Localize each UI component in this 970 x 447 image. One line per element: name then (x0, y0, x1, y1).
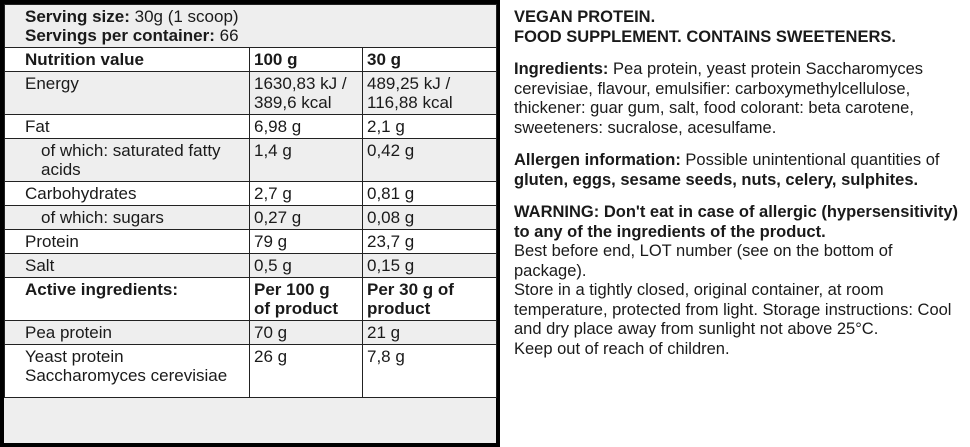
active-header-label: Active ingredients: (4, 277, 250, 321)
sat-fat-label-1: of which: saturated fatty (41, 141, 221, 160)
active-col2-line1: Per 30 g of (367, 280, 454, 299)
sat-fat-col2: 0,42 g (362, 138, 497, 182)
allergen-paragraph: Allergen information: Possible unintenti… (514, 151, 966, 190)
title-line-2: FOOD SUPPLEMENT. CONTAINS SWEETENERS. (514, 27, 896, 46)
nutrition-table: Serving size: 30g (1 scoop) Servings per… (4, 4, 497, 398)
serving-info-row: Serving size: 30g (1 scoop) Servings per… (4, 4, 497, 48)
table-row: Salt 0,5 g 0,15 g (4, 253, 497, 278)
salt-label: Salt (4, 253, 250, 278)
product-info: VEGAN PROTEIN. FOOD SUPPLEMENT. CONTAINS… (514, 8, 966, 359)
active-col1-line1: Per 100 g (254, 280, 330, 299)
serving-size-value: 30g (1 scoop) (134, 7, 239, 26)
serving-size-label: Serving size: (25, 7, 130, 26)
table-header-row: Nutrition value 100 g 30 g (4, 47, 497, 72)
pea-col2: 21 g (362, 320, 497, 345)
storage-text: Store in a tightly closed, original cont… (514, 281, 952, 338)
sugars-label: of which: sugars (4, 205, 250, 230)
servings-label: Servings per container: (25, 26, 215, 45)
table-row: of which: saturated fatty acids 1,4 g 0,4… (4, 138, 497, 182)
energy-col2-kcal: 116,88 kcal (367, 93, 453, 112)
fat-label: Fat (4, 114, 250, 139)
protein-col1: 79 g (249, 229, 363, 254)
header-col2: 30 g (362, 47, 497, 72)
yeast-col2: 7,8 g (362, 344, 497, 398)
fat-col2: 2,1 g (362, 114, 497, 139)
best-before-text: Best before end, LOT number (see on the … (514, 242, 893, 280)
active-header-row: Active ingredients: Per 100 g of product … (4, 277, 497, 321)
table-row: Protein 79 g 23,7 g (4, 229, 497, 254)
yeast-col1: 26 g (249, 344, 363, 398)
carbs-col1: 2,7 g (249, 181, 363, 206)
energy-col1-kcal: 389,6 kcal (254, 93, 332, 112)
energy-col1-kj: 1630,83 kJ / (254, 74, 347, 93)
allergen-text: Possible unintentional quantities of (680, 151, 940, 169)
active-col1-line2: of product (254, 299, 339, 318)
sugars-col1: 0,27 g (249, 205, 363, 230)
table-row: Pea protein 70 g 21 g (4, 320, 497, 345)
salt-col1: 0,5 g (249, 253, 363, 278)
protein-label: Protein (4, 229, 250, 254)
yeast-label-1: Yeast protein (25, 347, 124, 366)
allergen-label: Allergen information: (514, 151, 681, 169)
energy-col2-kj: 489,25 kJ / (367, 74, 451, 93)
children-warning-text: Keep out of reach of children. (514, 339, 730, 358)
ingredients-paragraph: Ingredients: Pea protein, yeast protein … (514, 60, 966, 138)
pea-label: Pea protein (4, 320, 250, 345)
product-title: VEGAN PROTEIN. FOOD SUPPLEMENT. CONTAINS… (514, 8, 966, 47)
protein-col2: 23,7 g (362, 229, 497, 254)
salt-col2: 0,15 g (362, 253, 497, 278)
ingredients-label: Ingredients: (514, 60, 609, 78)
sugars-col2: 0,08 g (362, 205, 497, 230)
energy-label: Energy (4, 71, 250, 115)
title-line-1: VEGAN PROTEIN. (514, 8, 656, 26)
warning-text: WARNING: Don't eat in case of allergic (… (514, 203, 959, 241)
sat-fat-label-2: acids (41, 160, 81, 179)
table-row: Carbohydrates 2,7 g 0,81 g (4, 181, 497, 206)
header-col1: 100 g (249, 47, 363, 72)
carbs-col2: 0,81 g (362, 181, 497, 206)
pea-col1: 70 g (249, 320, 363, 345)
allergen-list: gluten, eggs, sesame seeds, nuts, celery… (514, 170, 919, 189)
header-label: Nutrition value (4, 47, 250, 72)
yeast-label-2: Saccharomyces cerevisiae (25, 366, 228, 385)
table-row: Yeast protein Saccharomyces cerevisiae 26… (4, 344, 497, 398)
sat-fat-col1: 1,4 g (249, 138, 363, 182)
table-row: Fat 6,98 g 2,1 g (4, 114, 497, 139)
ingredients-text: Pea protein, yeast protein Saccharomyces… (514, 60, 924, 137)
fat-col1: 6,98 g (249, 114, 363, 139)
table-row: of which: sugars 0,27 g 0,08 g (4, 205, 497, 230)
servings-value: 66 (219, 26, 239, 45)
active-col2-line2: product (367, 299, 431, 318)
nutrition-table-panel: Serving size: 30g (1 scoop) Servings per… (0, 0, 500, 447)
carbs-label: Carbohydrates (4, 181, 250, 206)
table-row: Energy 1630,83 kJ /389,6 kcal 489,25 kJ … (4, 71, 497, 115)
